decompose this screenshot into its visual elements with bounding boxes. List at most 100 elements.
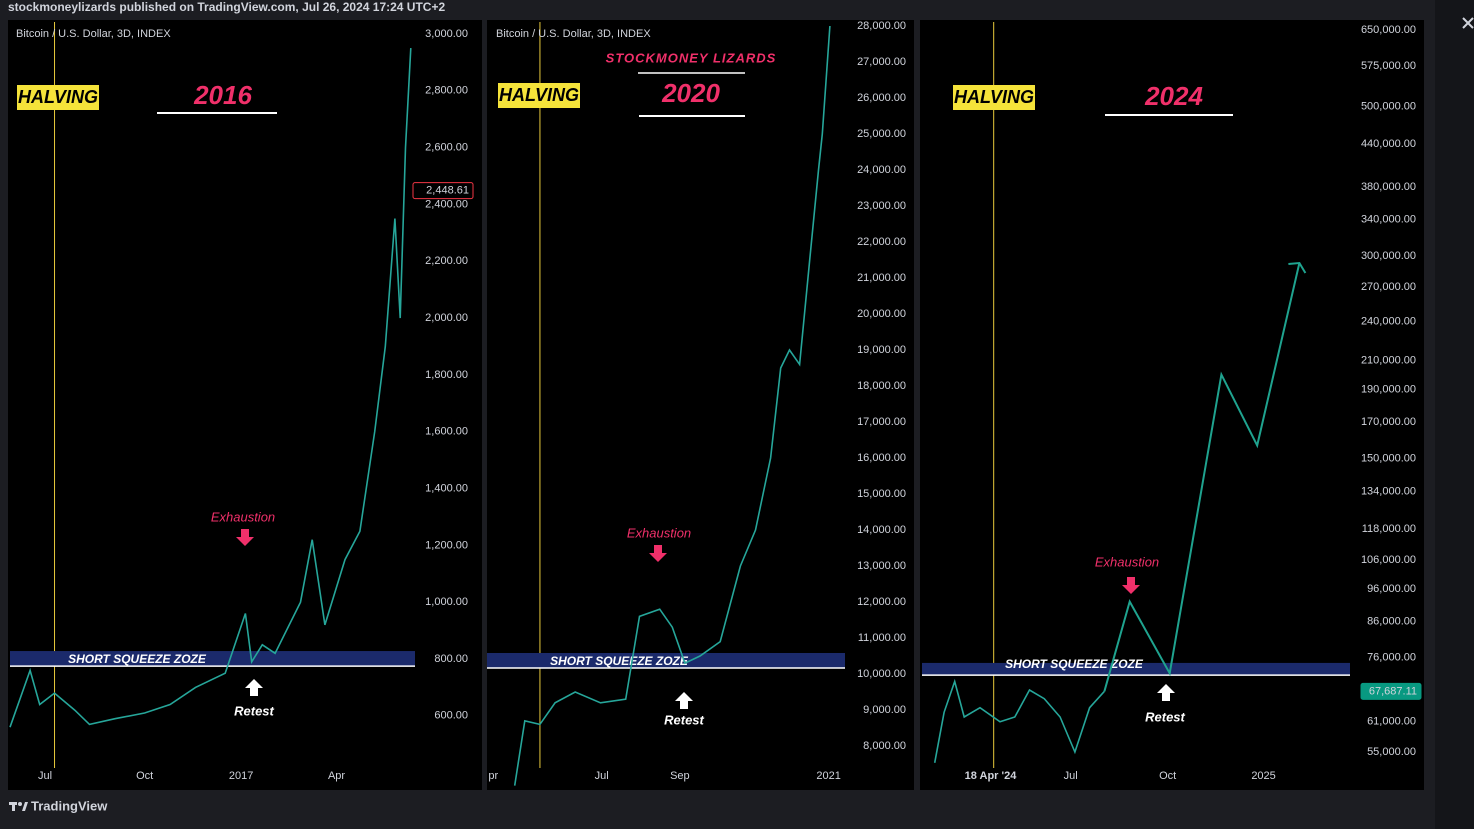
y-tick-label: 575,000.00 [1361,60,1416,72]
x-tick-label: 2021 [816,770,840,782]
short-squeeze-zone [922,662,1350,676]
halving-label: HALVING [954,87,1034,107]
price-line [9,48,412,728]
price-line [513,25,831,786]
y-tick-label: 26,000.00 [857,92,906,104]
panel [8,20,482,790]
x-tick-label: Jul [1064,770,1078,782]
y-tick-label: 118,000.00 [1362,523,1416,535]
y-tick-label: 240,000.00 [1361,315,1416,327]
y-tick-label: 300,000.00 [1361,250,1416,262]
down-arrow [649,545,667,562]
x-tick-label: Sep [670,770,690,782]
y-tick-label: 13,000.00 [857,560,906,572]
retest-label: Retest [1145,709,1185,724]
y-tick-label: 2,800.00 [425,85,468,97]
exhaustion-label: Exhaustion [1095,554,1159,569]
header-text: stockmoneylizards published on TradingVi… [8,0,445,14]
year-label: 2016 [193,80,252,110]
y-tick-label: 9,000.00 [863,704,906,716]
y-tick-label: 2,600.00 [425,141,468,153]
y-tick-label: 61,000.00 [1367,716,1416,728]
y-tick-label: 27,000.00 [857,56,906,68]
up-arrow [1157,684,1175,701]
y-tick-label: 18,000.00 [857,380,906,392]
y-tick-label: 20,000.00 [857,308,906,320]
y-tick-label: 21,000.00 [857,272,906,284]
y-tick-label: 210,000.00 [1361,354,1416,366]
y-tick-label: 15,000.00 [857,488,906,500]
y-tick-label: 150,000.00 [1361,453,1416,465]
y-tick-label: 12,000.00 [857,596,906,608]
y-tick-label: 2,400.00 [425,198,468,210]
x-tick-label: Apr [328,770,345,782]
y-tick-label: 14,000.00 [857,524,906,536]
halving-box [498,83,580,108]
short-squeeze-zone [487,653,845,668]
projection-line [1103,262,1301,692]
y-tick-label: 380,000.00 [1361,181,1416,193]
price-line [933,678,1105,763]
footer-text: TradingView [31,798,108,813]
close-icon[interactable] [1462,17,1474,29]
y-tick-label: 2,000.00 [425,312,468,324]
year-label: 2020 [661,78,720,108]
y-tick-label: 2,200.00 [425,255,468,267]
y-tick-label: 19,000.00 [857,344,906,356]
y-tick-label: 22,000.00 [857,236,906,248]
halving-box [17,85,99,110]
y-tick-label: 86,000.00 [1367,615,1416,627]
y-tick-label: 25,000.00 [857,128,906,140]
side-strip [1435,0,1474,829]
y-tick-label: 440,000.00 [1361,138,1416,150]
halving-label: HALVING [499,85,579,105]
y-tick-label: 500,000.00 [1361,101,1416,113]
halving-box [953,85,1035,110]
y-tick-label: 17,000.00 [857,416,906,428]
y-tick-label: 11,000.00 [858,632,906,644]
panel [487,20,914,790]
y-tick-label: 650,000.00 [1361,24,1416,36]
y-tick-label: 1,600.00 [425,426,468,438]
y-tick-label: 600.00 [434,710,468,722]
year-label: 2024 [1144,81,1203,111]
y-tick-label: 106,000.00 [1361,554,1416,566]
exhaustion-label: Exhaustion [211,509,275,524]
down-arrow [1122,577,1140,594]
exhaustion-label: Exhaustion [627,525,691,540]
last-price-box [412,182,474,200]
up-arrow [675,692,693,709]
x-tick-label: Jul [595,770,609,782]
y-tick-label: 55,000.00 [1367,746,1416,758]
zone-label: SHORT SQUEEZE ZOZE [68,652,207,666]
y-tick-label: 270,000.00 [1361,281,1416,293]
y-tick-label: 28,000.00 [857,20,906,32]
short-squeeze-zone [10,651,415,667]
y-tick-label: 134,000.00 [1361,486,1416,498]
y-tick-label: 23,000.00 [857,200,906,212]
symbol-label: Bitcoin / U.S. Dollar, 3D, INDEX [16,28,171,40]
y-tick-label: 1,200.00 [425,539,468,551]
last-price-box [1360,682,1422,700]
y-tick-label: 170,000.00 [1361,416,1416,428]
y-tick-label: 16,000.00 [857,452,906,464]
y-tick-label: 190,000.00 [1361,384,1416,396]
tradingview-logo [9,802,28,811]
down-arrow [236,529,254,546]
up-arrow [245,679,263,696]
x-tick-label: Oct [136,770,153,782]
x-tick-label: Oct [1159,770,1176,782]
x-tick-label: 2025 [1251,770,1275,782]
x-tick-label: 2017 [229,770,253,782]
y-tick-label: 1,400.00 [425,482,468,494]
retest-label: Retest [664,712,704,727]
y-tick-label: 10,000.00 [857,668,906,680]
y-tick-label: 76,000.00 [1367,651,1416,663]
retest-label: Retest [234,703,274,718]
x-tick-label: pr [488,770,498,782]
last-price-label: 67,687.11 [1369,685,1417,697]
projection-arrowhead [1288,261,1307,274]
symbol-label: Bitcoin / U.S. Dollar, 3D, INDEX [496,28,651,40]
last-price-label: 2,448.61 [426,185,469,197]
